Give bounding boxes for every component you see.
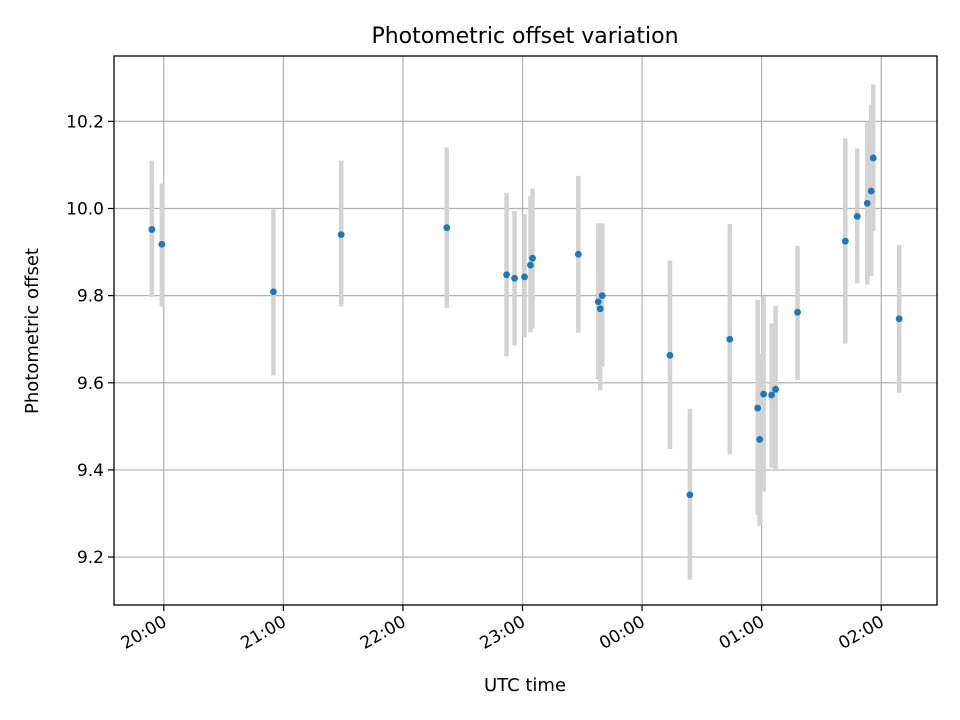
y-tick-label: 10.0 (66, 200, 104, 220)
y-tick-label: 9.4 (77, 461, 104, 481)
data-point (768, 391, 776, 399)
y-tick-label: 9.6 (77, 374, 104, 394)
x-tick-label: 02:00 (835, 612, 887, 654)
data-point (686, 491, 694, 499)
error-bars (149, 84, 902, 580)
plot-frame (113, 55, 938, 606)
data-point (594, 298, 602, 306)
data-point (596, 305, 604, 313)
data-point (867, 187, 875, 195)
chart-title: Photometric offset variation (371, 24, 678, 49)
x-axis-ticks: 20:00 21:00 22:00 23:00 00:00 01:00 02:00 (118, 605, 888, 654)
data-point (863, 199, 871, 207)
data-point (895, 315, 903, 323)
data-point (529, 254, 536, 262)
data-point (158, 240, 166, 248)
data-point (148, 226, 156, 233)
x-tick-label: 21:00 (237, 612, 289, 654)
data-point (574, 250, 582, 258)
data-point (853, 212, 861, 220)
y-tick-label: 10.2 (66, 112, 104, 132)
y-tick-label: 9.2 (77, 548, 104, 568)
data-point (841, 237, 849, 245)
data-point (521, 273, 528, 281)
data-point (772, 385, 779, 393)
data-point (756, 436, 764, 443)
x-tick-label: 23:00 (477, 612, 529, 654)
x-tick-label: 20:00 (118, 612, 170, 654)
x-tick-label: 00:00 (596, 612, 648, 654)
data-points (148, 154, 903, 499)
x-tick-label: 22:00 (357, 612, 409, 654)
data-point (598, 292, 606, 300)
data-point (337, 231, 345, 239)
data-point (503, 271, 510, 279)
data-point (760, 390, 768, 398)
data-point (527, 261, 534, 269)
data-point (869, 154, 877, 162)
x-axis-label: UTC time (484, 675, 566, 696)
data-point (270, 288, 277, 296)
data-point (511, 274, 518, 282)
data-point (443, 224, 451, 232)
y-axis-ticks: 9.2 9.4 9.6 9.8 10.0 10.2 (66, 112, 114, 568)
y-axis-label: Photometric offset (22, 248, 43, 414)
y-tick-label: 9.8 (77, 287, 104, 307)
data-point (726, 335, 734, 343)
data-point (794, 308, 801, 316)
x-tick-label: 01:00 (716, 612, 768, 654)
data-point (754, 404, 762, 412)
data-point (666, 351, 674, 359)
